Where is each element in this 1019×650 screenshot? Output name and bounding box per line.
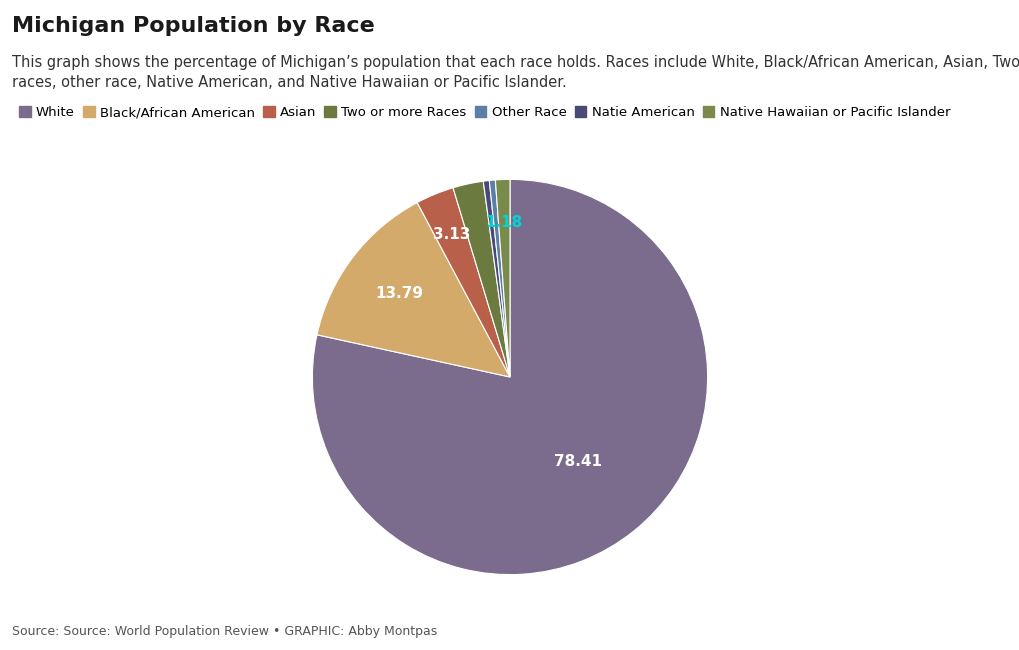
- Text: 3.13: 3.13: [432, 227, 470, 242]
- Legend: White, Black/African American, Asian, Two or more Races, Other Race, Natie Ameri: White, Black/African American, Asian, Tw…: [18, 106, 950, 119]
- Wedge shape: [495, 179, 510, 377]
- Text: This graph shows the percentage of Michigan’s population that each race holds. R: This graph shows the percentage of Michi…: [12, 55, 1019, 70]
- Text: 1.18: 1.18: [485, 216, 523, 231]
- Text: 78.41: 78.41: [553, 454, 601, 469]
- Wedge shape: [483, 181, 510, 377]
- Text: Source: Source: World Population Review • GRAPHIC: Abby Montpas: Source: Source: World Population Review …: [12, 625, 437, 638]
- Text: 13.79: 13.79: [375, 286, 423, 301]
- Wedge shape: [417, 188, 510, 377]
- Wedge shape: [452, 181, 510, 377]
- Text: Michigan Population by Race: Michigan Population by Race: [12, 16, 375, 36]
- Wedge shape: [312, 179, 707, 575]
- Text: races, other race, Native American, and Native Hawaiian or Pacific Islander.: races, other race, Native American, and …: [12, 75, 567, 90]
- Wedge shape: [317, 203, 510, 377]
- Wedge shape: [489, 180, 510, 377]
